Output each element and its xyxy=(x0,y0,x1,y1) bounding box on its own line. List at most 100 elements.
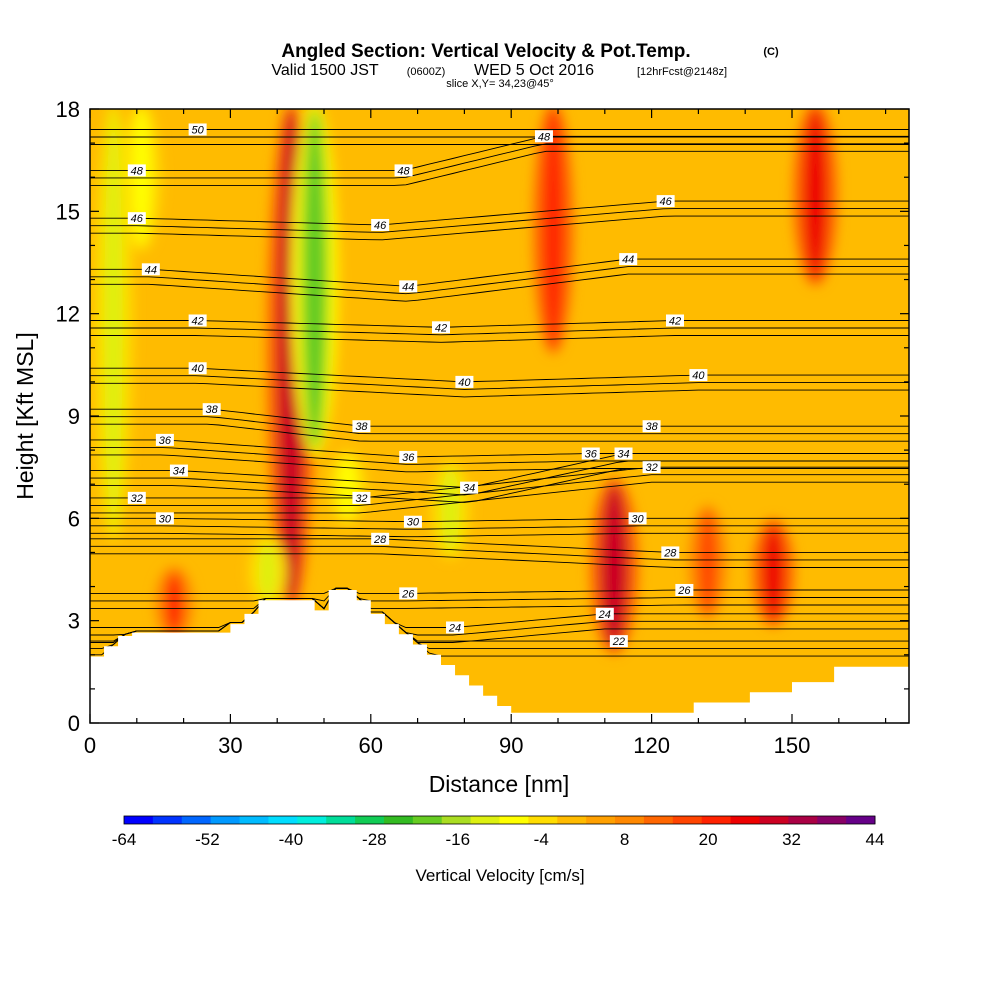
contour-label-text: 48 xyxy=(538,131,551,143)
colorbar-swatch xyxy=(615,816,645,824)
contour-label: 38 xyxy=(642,420,661,433)
x-tick-label: 150 xyxy=(774,733,811,758)
contour-label-box xyxy=(127,491,146,504)
theta-contour-line xyxy=(90,273,909,302)
velocity-feature xyxy=(258,542,277,601)
theta-contour-line xyxy=(90,474,909,506)
velocity-feature xyxy=(132,109,151,246)
contour-label: 40 xyxy=(455,375,474,389)
contour-label: 36 xyxy=(581,447,600,461)
contour-label-box xyxy=(371,218,390,231)
vertical-velocity-field xyxy=(94,109,838,654)
colorbar-swatch xyxy=(326,816,356,824)
contour-label: 30 xyxy=(628,512,647,525)
colorbar-swatch xyxy=(730,816,760,824)
contour-label-text: 32 xyxy=(131,493,143,505)
contour-label-box xyxy=(619,253,638,266)
theta-contour-line xyxy=(90,258,909,287)
contour-label-box xyxy=(642,461,661,474)
contour-label-text: 22 xyxy=(612,636,625,648)
contour-label: 34 xyxy=(169,464,188,478)
contour-label-text: 38 xyxy=(206,404,219,416)
colorbar-swatch xyxy=(846,816,876,824)
forecast-info: [12hrFcst@2148z] xyxy=(637,66,727,78)
colorbar-swatch xyxy=(528,816,558,824)
contour-label-box xyxy=(403,515,422,528)
contour-label: 46 xyxy=(656,195,675,208)
contour-label-text: 28 xyxy=(373,534,387,546)
contour-label-text: 46 xyxy=(131,213,144,225)
contour-label-text: 36 xyxy=(402,452,415,464)
y-tick-label: 18 xyxy=(56,97,80,122)
contour-label: 26 xyxy=(399,587,418,600)
contour-label-box xyxy=(666,314,684,327)
contour-label-text: 40 xyxy=(458,377,471,389)
theta-contour-line xyxy=(90,327,909,336)
theta-contour-line xyxy=(90,587,909,610)
contour-label-text: 48 xyxy=(397,165,410,177)
theta-contour-line xyxy=(90,587,909,602)
y-tick-label: 3 xyxy=(68,609,80,634)
theta-contour-line xyxy=(90,135,909,171)
x-tick-label: 60 xyxy=(359,733,383,758)
colorbar-swatch xyxy=(557,816,587,824)
contour-label: 46 xyxy=(371,218,390,232)
contour-label: 34 xyxy=(614,447,633,461)
colorbar-swatch xyxy=(788,816,818,824)
contour-label-box xyxy=(188,314,207,327)
theta-contour-line xyxy=(90,266,909,295)
contour-label-box xyxy=(689,369,708,382)
contour-label: 42 xyxy=(432,321,450,334)
contour-label: 44 xyxy=(399,280,418,293)
contour-labels: 50 48 48 48 46 46 46 44 44 44 42 42 42 40 40 40 38 38 38 36… xyxy=(127,123,708,648)
potential-temperature-contours xyxy=(90,129,909,657)
contour-label: 42 xyxy=(666,314,684,327)
contour-label-box xyxy=(642,420,661,433)
contour-label-box xyxy=(609,635,628,648)
contour-label-text: 40 xyxy=(692,370,705,382)
x-tick-label: 90 xyxy=(499,733,523,758)
colorbar-tick-label: -64 xyxy=(112,830,137,849)
contour-label: 44 xyxy=(141,263,160,276)
contour-label-box xyxy=(675,583,694,596)
contour-label-text: 24 xyxy=(598,609,611,621)
contour-label: 40 xyxy=(188,362,207,375)
theta-contour-line xyxy=(90,446,909,465)
theta-contour-line xyxy=(90,208,909,233)
colorbar: -64 -52 -40 -28 -16 -4 8 20 32 44 xyxy=(112,815,884,849)
theta-contour-line xyxy=(90,538,909,553)
terrain-mask xyxy=(90,589,909,723)
contour-label: 40 xyxy=(689,369,708,382)
contour-label-box xyxy=(394,164,413,177)
contour-label: 32 xyxy=(127,491,146,505)
theta-contour-line xyxy=(90,517,909,523)
theta-contour-line xyxy=(90,143,909,179)
colorbar-tick-label: -4 xyxy=(534,830,549,849)
velocity-feature xyxy=(301,109,328,451)
contour-label-text: 32 xyxy=(645,462,657,474)
contour-label: 36 xyxy=(155,433,174,447)
theta-contour-line xyxy=(90,525,909,530)
slice-info: slice X,Y= 34,23@45° xyxy=(446,78,554,90)
contour-label-text: 42 xyxy=(669,315,681,327)
contour-label-box xyxy=(155,433,174,446)
contour-label-box xyxy=(399,280,418,293)
colorbar-swatch xyxy=(643,816,674,824)
velocity-feature xyxy=(698,511,717,614)
contour-label-box xyxy=(155,512,174,525)
contour-label-box xyxy=(399,450,418,463)
colorbar-frame xyxy=(123,815,876,825)
contour-label-text: 36 xyxy=(585,449,598,461)
contour-label-text: 38 xyxy=(645,421,658,433)
theta-contour-line xyxy=(90,439,909,458)
theta-contour-line xyxy=(90,466,909,499)
contour-label: 34 xyxy=(460,481,479,495)
velocity-feature xyxy=(599,484,629,648)
colorbar-swatch xyxy=(441,816,472,824)
x-axis-label: Distance [nm] xyxy=(429,771,570,797)
contour-label: 22 xyxy=(609,635,628,648)
theta-contour-line xyxy=(90,423,909,442)
contour-label-text: 40 xyxy=(192,363,205,375)
contour-label: 24 xyxy=(595,607,614,621)
contour-label: 50 xyxy=(188,123,207,136)
